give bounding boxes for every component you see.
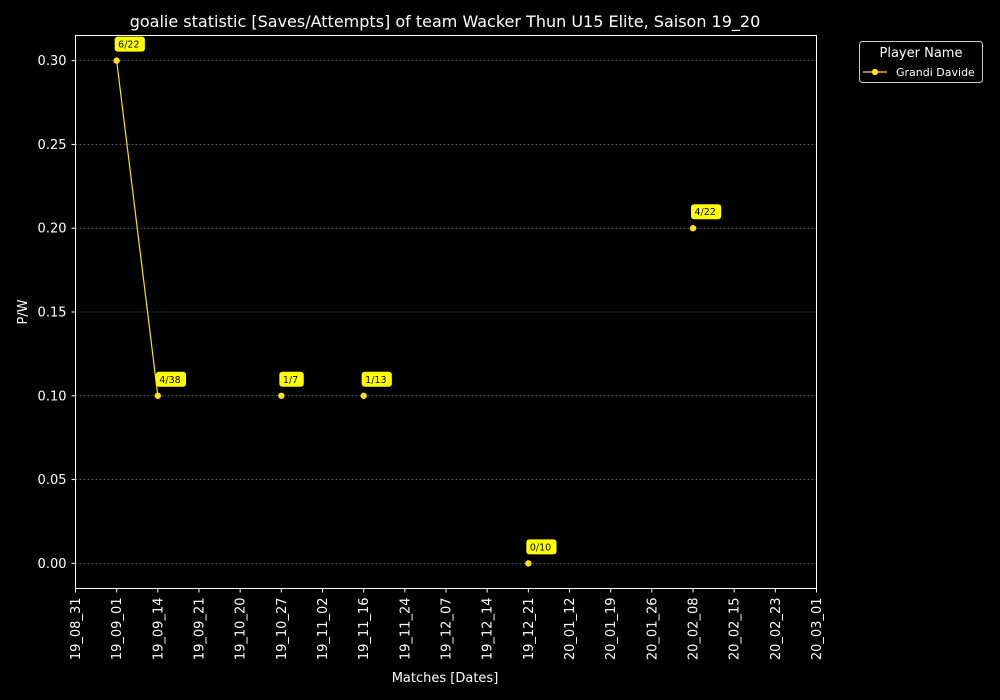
data-label-box [691, 204, 722, 220]
x-tick-label: 19_09_21 [193, 598, 208, 661]
grid [75, 60, 817, 564]
data-label: 1/13 [365, 375, 386, 386]
x-tick-label: 20_01_26 [645, 598, 660, 661]
data-point [360, 392, 367, 399]
legend-box [859, 41, 983, 83]
y-tick-label: 0.00 [38, 557, 67, 572]
x-tick-label: 20_03_01 [810, 598, 825, 661]
data-point [154, 392, 162, 399]
data-point [689, 225, 697, 232]
data-label: 4/38 [159, 375, 180, 386]
legend: Player Name Grandi Davide [859, 41, 983, 83]
data-label: 6/22 [118, 40, 139, 51]
x-tick-label: 19_08_31 [69, 598, 84, 661]
data-label-box [114, 36, 145, 52]
x-tick-label: 19_11_24 [398, 598, 413, 661]
x-tick-label: 19_11_02 [316, 598, 331, 661]
x-axis-label: Matches [Dates] [392, 671, 499, 686]
y-tick-label: 0.25 [38, 138, 67, 153]
y-tick-label: 0.10 [38, 389, 67, 404]
x-tick-label: 20_02_08 [687, 598, 702, 661]
data-label: 0/10 [530, 542, 551, 553]
y-tick-label: 0.20 [38, 222, 67, 237]
x-tick-label: 20_02_23 [769, 598, 784, 661]
data-label-box [279, 371, 304, 387]
data-point [113, 57, 120, 64]
data-label: 1/7 [283, 375, 298, 386]
x-tick-label: 20_01_12 [563, 598, 578, 661]
data-label-box [526, 539, 557, 555]
y-axis: 0.00 0.05 0.10 0.15 0.20 0.25 0.30 [38, 54, 76, 572]
data-label-box [361, 371, 392, 387]
y-tick-label: 0.15 [38, 306, 67, 321]
series-group: 6/22 4/38 1/7 1/13 0/10 4/22 [113, 36, 722, 567]
x-tick-label: 19_12_21 [522, 598, 537, 661]
series-line-segment [116, 60, 159, 396]
plot-frame [75, 35, 817, 589]
x-tick-label: 19_11_16 [357, 598, 372, 661]
data-point [278, 392, 285, 399]
x-tick-label: 19_10_20 [234, 598, 249, 661]
x-axis: 19_08_31 19_09_01 19_09_14 19_09_21 19_10_20… [69, 588, 825, 661]
x-tick-label: 19_12_14 [481, 598, 496, 661]
x-tick-label: 19_10_27 [275, 598, 290, 661]
y-tick-label: 0.05 [38, 473, 67, 488]
chart-title: goalie statistic [Saves/Attempts] of tea… [130, 12, 761, 32]
x-tick-label: 19_09_01 [110, 598, 125, 661]
x-tick-label: 19_12_07 [440, 598, 455, 661]
legend-entry-label: Grandi Davide [896, 66, 975, 79]
data-label-box [155, 371, 187, 387]
y-axis-label: P/W [16, 299, 31, 324]
data-label: 4/22 [695, 207, 716, 218]
data-point [525, 560, 532, 567]
legend-marker-swatch [871, 68, 879, 76]
legend-title: Player Name [880, 46, 963, 61]
x-tick-label: 19_09_14 [151, 598, 166, 661]
y-tick-label: 0.30 [38, 54, 67, 69]
x-tick-label: 20_02_15 [728, 598, 743, 661]
x-tick-label: 20_01_19 [604, 598, 619, 661]
